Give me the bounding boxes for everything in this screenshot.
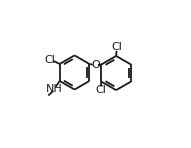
Text: NH: NH [46, 84, 63, 94]
Text: Cl: Cl [111, 42, 122, 52]
Text: Cl: Cl [95, 85, 106, 95]
Text: O: O [91, 60, 100, 70]
Text: Cl: Cl [44, 55, 55, 65]
